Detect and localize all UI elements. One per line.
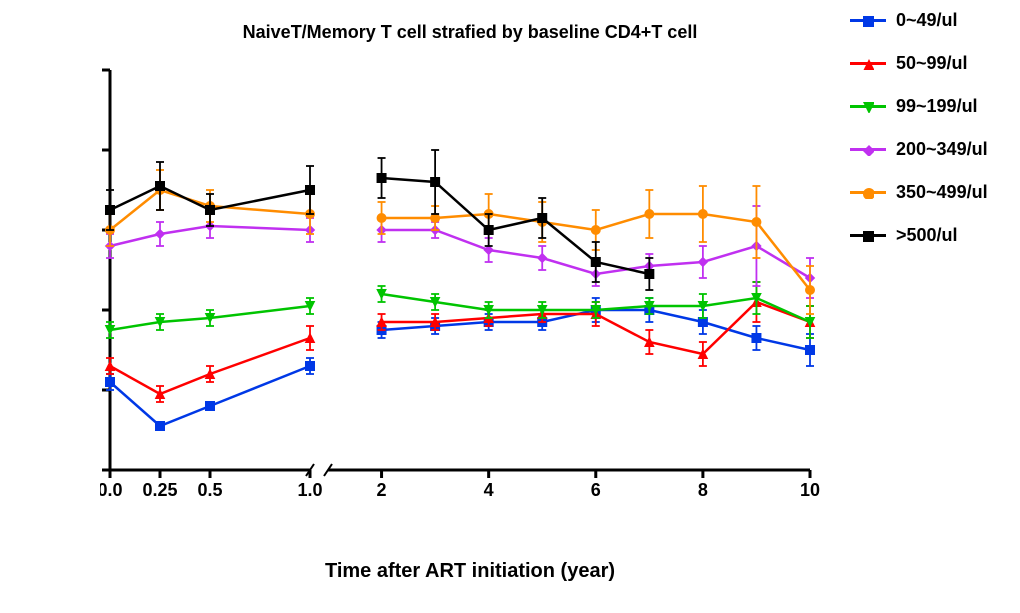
- legend: 0~49/ul 50~99/ul 99~199/ul 200~349/ul 350~49…: [850, 10, 1010, 268]
- svg-text:0.25: 0.25: [142, 480, 177, 500]
- legend-item: 200~349/ul: [850, 139, 1010, 160]
- chart-container: NaiveT/Memory T cell strafied by baselin…: [0, 0, 1020, 613]
- legend-item: 50~99/ul: [850, 53, 1010, 74]
- legend-label: 50~99/ul: [896, 53, 968, 74]
- legend-label: >500/ul: [896, 225, 958, 246]
- legend-label: 0~49/ul: [896, 10, 958, 31]
- legend-marker-icon: [862, 58, 874, 70]
- legend-label: 200~349/ul: [896, 139, 988, 160]
- svg-text:6: 6: [591, 480, 601, 500]
- svg-text:8: 8: [698, 480, 708, 500]
- legend-marker-icon: [862, 187, 874, 199]
- legend-line-icon: [850, 19, 886, 22]
- x-axis-label: Time after ART initiation (year): [130, 560, 810, 583]
- svg-text:1.0: 1.0: [297, 480, 322, 500]
- svg-text:10: 10: [800, 480, 820, 500]
- legend-marker-icon: [862, 15, 874, 27]
- legend-line-icon: [850, 105, 886, 108]
- legend-item: 0~49/ul: [850, 10, 1010, 31]
- legend-line-icon: [850, 148, 886, 151]
- svg-text:0.5: 0.5: [197, 480, 222, 500]
- legend-label: 350~499/ul: [896, 182, 988, 203]
- legend-item: 350~499/ul: [850, 182, 1010, 203]
- legend-item: >500/ul: [850, 225, 1010, 246]
- svg-text:4: 4: [484, 480, 494, 500]
- svg-text:0.0: 0.0: [100, 480, 123, 500]
- plot-svg: 0.00.20.40.60.81.00.00.250.51.0246810: [100, 60, 840, 540]
- legend-label: 99~199/ul: [896, 96, 978, 117]
- legend-line-icon: [850, 62, 886, 65]
- legend-marker-icon: [862, 230, 874, 242]
- legend-item: 99~199/ul: [850, 96, 1010, 117]
- legend-line-icon: [850, 191, 886, 194]
- legend-line-icon: [850, 234, 886, 237]
- svg-text:2: 2: [377, 480, 387, 500]
- legend-marker-icon: [862, 144, 874, 156]
- legend-marker-icon: [862, 101, 874, 113]
- chart-title: NaiveT/Memory T cell strafied by baselin…: [130, 22, 810, 43]
